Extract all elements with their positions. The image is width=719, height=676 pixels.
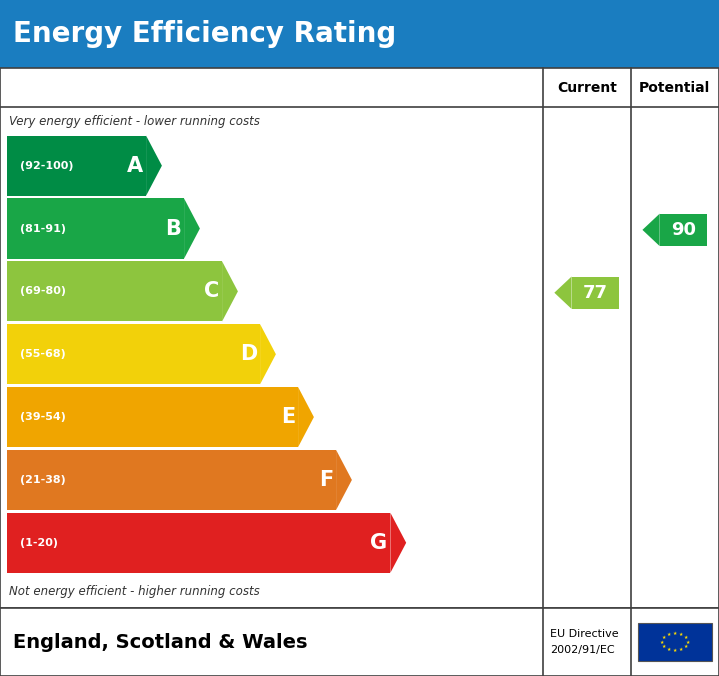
Text: (21-38): (21-38)	[20, 475, 66, 485]
Text: ★: ★	[661, 635, 666, 640]
Text: 2002/91/EC: 2002/91/EC	[550, 645, 615, 655]
Text: A: A	[127, 155, 143, 176]
Text: ★: ★	[672, 648, 677, 654]
Bar	[638, 623, 712, 660]
Text: F: F	[319, 470, 333, 490]
Bar	[0, 608, 719, 676]
Text: ★: ★	[667, 632, 671, 637]
Text: (39-54): (39-54)	[20, 412, 66, 422]
Polygon shape	[184, 199, 200, 259]
Text: ★: ★	[684, 635, 688, 640]
Bar	[7, 262, 222, 322]
Bar	[7, 512, 390, 573]
Text: ★: ★	[672, 631, 677, 635]
Polygon shape	[222, 262, 238, 322]
Text: ★: ★	[679, 648, 683, 652]
Polygon shape	[146, 136, 162, 196]
Text: Current: Current	[557, 80, 617, 95]
Text: ★: ★	[667, 648, 671, 652]
Text: (55-68): (55-68)	[20, 349, 66, 359]
Text: EU Directive: EU Directive	[550, 629, 618, 639]
Text: Very energy efficient - lower running costs: Very energy efficient - lower running co…	[9, 115, 260, 128]
Text: (81-91): (81-91)	[20, 224, 66, 233]
Text: C: C	[204, 281, 219, 301]
Text: (69-80): (69-80)	[20, 287, 66, 296]
Text: Potential: Potential	[639, 80, 710, 95]
Text: England, Scotland & Wales: England, Scotland & Wales	[13, 633, 308, 652]
Polygon shape	[336, 450, 352, 510]
Text: Not energy efficient - higher running costs: Not energy efficient - higher running co…	[9, 585, 260, 598]
Text: (92-100): (92-100)	[20, 161, 73, 170]
Text: D: D	[240, 344, 257, 364]
Bar	[7, 199, 184, 259]
Bar	[7, 387, 298, 447]
Polygon shape	[298, 387, 314, 447]
Polygon shape	[390, 512, 406, 573]
Text: (1-20): (1-20)	[20, 538, 58, 548]
Bar	[7, 450, 336, 510]
Polygon shape	[260, 324, 276, 384]
Polygon shape	[554, 276, 572, 309]
Text: ★: ★	[679, 632, 683, 637]
Text: ★: ★	[660, 639, 664, 644]
Bar	[7, 324, 260, 384]
Text: Energy Efficiency Rating: Energy Efficiency Rating	[13, 20, 396, 48]
Bar	[572, 276, 619, 309]
Text: E: E	[281, 407, 296, 427]
Bar	[0, 0, 719, 68]
Text: G: G	[370, 533, 388, 553]
Text: ★: ★	[661, 644, 666, 649]
Bar	[660, 214, 707, 246]
Bar	[7, 136, 146, 196]
Bar	[0, 68, 719, 608]
Text: B: B	[165, 218, 181, 239]
Text: 77: 77	[583, 284, 608, 301]
Text: ★: ★	[685, 639, 690, 644]
Text: 90: 90	[671, 221, 696, 239]
Text: ★: ★	[684, 644, 688, 649]
Polygon shape	[642, 214, 660, 246]
